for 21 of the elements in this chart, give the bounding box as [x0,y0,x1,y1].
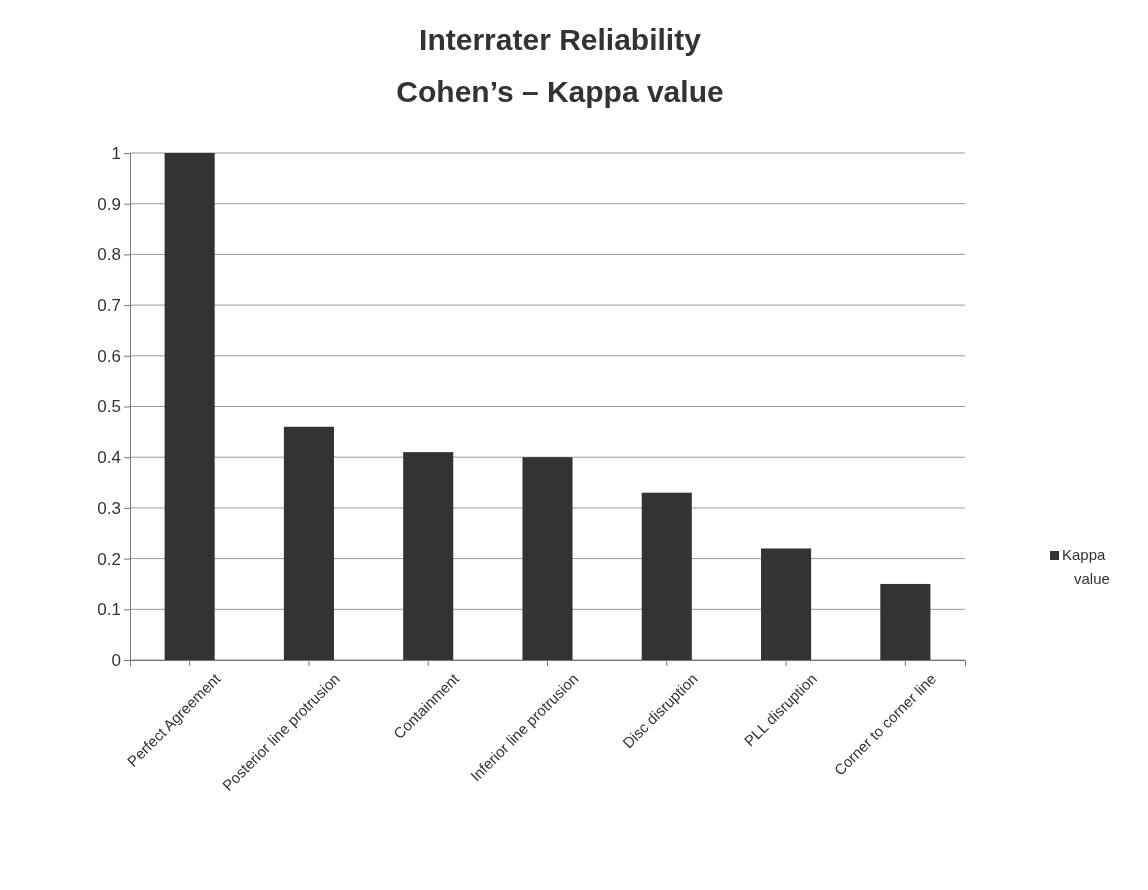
y-tick-label: 0.3 [97,498,121,518]
bar [283,426,334,660]
y-tick-label: 0 [111,650,121,670]
bar [761,548,812,660]
y-tick-label: 0.5 [97,397,121,417]
chart-title: Interrater Reliability [419,23,702,56]
chart-subtitle: Cohen’s – Kappa value [396,75,724,108]
y-tick-label: 0.7 [97,296,121,316]
legend-label: Kappa value [1062,546,1110,587]
bar [522,457,573,660]
y-tick-label: 0.2 [97,549,121,569]
bar [164,153,215,660]
y-tick-label: 1 [111,143,121,163]
y-tick-label: 0.6 [97,346,121,366]
y-tick-label: 0.8 [97,245,121,265]
bar [880,583,931,660]
bar [403,452,454,660]
y-tick-label: 0.4 [97,448,121,468]
y-tick-label: 0.1 [97,600,121,620]
y-tick-label: 0.9 [97,194,121,214]
bar [641,492,692,660]
